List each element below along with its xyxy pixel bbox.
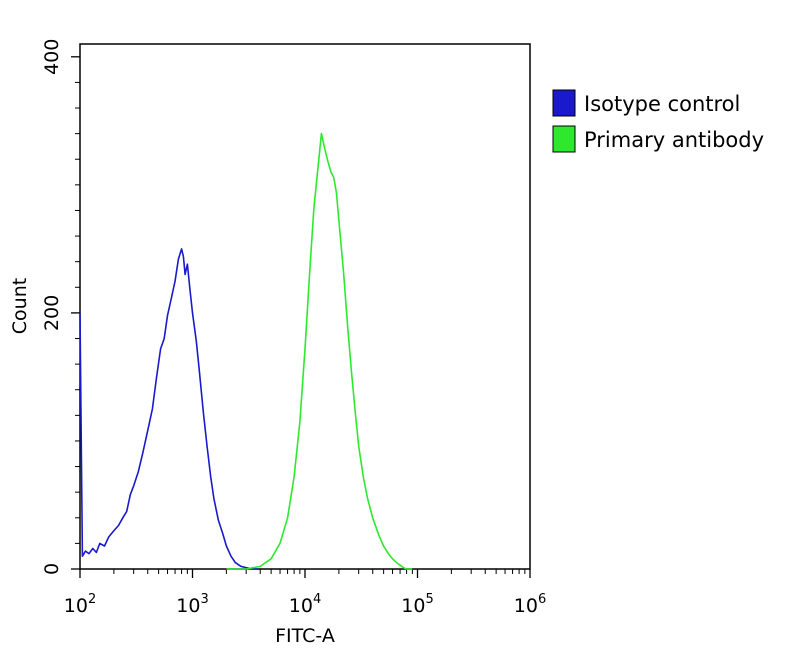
x-tick-label: 106 (514, 592, 546, 617)
series-lines (79, 132, 413, 570)
y-tick-label: 200 (41, 295, 63, 331)
y-tick-label: 0 (41, 563, 63, 575)
x-tick-label: 103 (176, 592, 208, 617)
series-line-isotype-control (79, 248, 258, 570)
legend-label: Isotype control (584, 92, 740, 116)
legend-label: Primary antibody (584, 128, 764, 152)
x-tick-label: 104 (289, 592, 321, 617)
axis-ticks (71, 56, 531, 578)
y-tick-label: 400 (41, 39, 63, 75)
legend-swatch (552, 89, 576, 117)
tick-labels: 102 103 104 105 106 0 200 400 (41, 39, 546, 617)
series-line-primary-antibody (226, 132, 413, 570)
y-axis-title: Count (9, 278, 31, 334)
x-axis-title: FITC-A (275, 625, 335, 647)
plot-frame (79, 43, 531, 570)
legend-swatch (552, 125, 576, 153)
legend: Isotype control Primary antibody (552, 89, 764, 153)
x-tick-label: 102 (64, 592, 96, 617)
x-tick-label: 105 (401, 592, 433, 617)
